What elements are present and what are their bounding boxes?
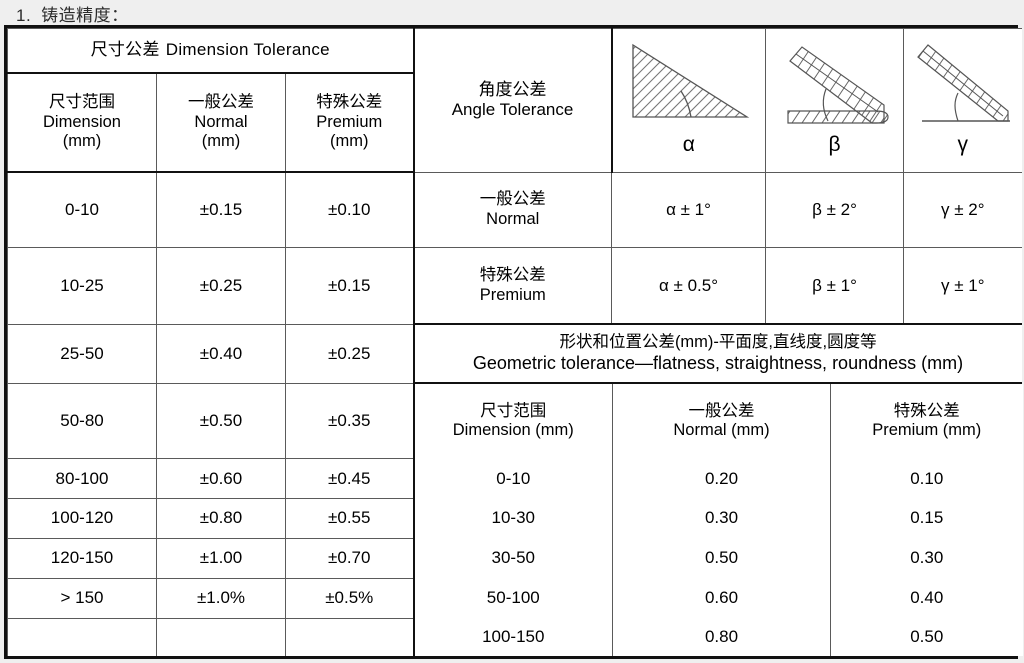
hatched-right-triangle-icon (632, 43, 750, 118)
dimension-premium: ±0.70 (284, 537, 415, 579)
geometric-col-header-dimension: 尺寸范围 Dimension (mm) (414, 384, 614, 459)
table-row: 50-80 ±0.50 ±0.35 尺寸范围 Dimension (mm) 一般… (7, 382, 1023, 460)
heading-number: 1. (16, 6, 32, 25)
angle-alpha-premium: α ± 0.5° (611, 247, 767, 326)
dimension-range (7, 617, 157, 656)
dimension-normal: ±0.60 (156, 458, 286, 500)
geometric-dimension: 0-10 (414, 458, 614, 499)
table-row: 100-120 ±0.80 ±0.55 10-30 0.30 0.15 (7, 498, 1023, 539)
dimension-premium: ±0.45 (284, 458, 415, 500)
geometric-subheader-table: 尺寸范围 Dimension (mm) 一般公差 Normal (mm) 特殊公… (414, 384, 1023, 459)
tolerance-table: 尺寸公差 Dimension Tolerance 角度公差 Angle Toler… (6, 28, 1023, 656)
hatched-bent-bar-icon (786, 46, 889, 124)
heading-text: 铸造精度： (41, 6, 129, 25)
geometric-dimension: 10-30 (414, 498, 614, 539)
dimension-normal: ±0.25 (156, 247, 286, 325)
dimension-normal: ±0.15 (156, 171, 286, 249)
dimension-premium: ±0.15 (284, 247, 415, 325)
dimension-normal: ±1.00 (156, 537, 286, 579)
geometric-row-holder: 50-100 0.60 0.40 (413, 578, 1023, 618)
geometric-premium: 0.10 (830, 458, 1023, 499)
angle-alpha-normal: α ± 1° (611, 171, 767, 249)
angle-diagram-gamma-label: γ (957, 133, 969, 156)
dimension-premium: ±0.55 (284, 498, 415, 539)
geometric-dimension: 100-150 (414, 618, 614, 656)
table-row: 10-25 ±0.25 ±0.15 特殊公差 Premium α ± 0.5° … (7, 247, 1022, 326)
angle-row-label-premium: 特殊公差 Premium (413, 247, 613, 326)
dimension-normal: ±0.80 (156, 498, 286, 539)
dimension-range: > 150 (7, 577, 157, 619)
angle-diagram-alpha-label: α (682, 133, 695, 156)
dimension-premium: ±0.10 (284, 171, 415, 249)
angle-diagram-alpha-cell: α (611, 28, 767, 173)
geometric-data-row: 50-100 0.60 0.40 (414, 578, 1023, 618)
geometric-dimension: 50-100 (414, 578, 614, 618)
dimension-normal: ±1.0% (156, 577, 286, 619)
table-row-dimension-subheader: 尺寸范围 Dimension (mm) 一般公差 Normal (mm) 特殊公… (7, 72, 1022, 173)
geometric-premium: 0.40 (830, 578, 1023, 618)
geometric-dimension: 30-50 (414, 538, 614, 579)
geometric-tolerance-title: 形状和位置公差(mm)-平面度,直线度,圆度等 Geometric tolera… (413, 323, 1022, 385)
angle-diagram-gamma-cell: γ (903, 28, 1022, 173)
table-row: 80-100 ±0.60 ±0.45 0-10 0.20 0.10 (7, 458, 1023, 500)
table-row-title: 尺寸公差 Dimension Tolerance 角度公差 Angle Toler… (6, 28, 1022, 173)
angle-gamma-normal: γ ± 2° (903, 171, 1022, 249)
geometric-col-header-normal: 一般公差 Normal (mm) (612, 384, 832, 459)
geometric-normal: 0.60 (612, 578, 832, 618)
dimension-range: 25-50 (7, 323, 157, 384)
angle-gamma-premium: γ ± 1° (903, 247, 1022, 326)
dimension-range: 50-80 (7, 382, 157, 460)
table-row: 0-10 ±0.15 ±0.10 一般公差 Normal α ± 1° β ± … (7, 171, 1022, 249)
dimension-normal (156, 617, 286, 656)
angle-beta-normal: β ± 2° (765, 171, 905, 249)
dimension-range: 80-100 (7, 458, 157, 500)
geometric-premium: 0.15 (830, 498, 1023, 539)
angle-diagram-beta-cell: β (765, 28, 905, 173)
angle-row-label-normal: 一般公差 Normal (413, 171, 613, 249)
dimension-range: 10-25 (7, 247, 157, 325)
dimension-premium: ±0.5% (284, 577, 415, 619)
geometric-data-row: 30-50 0.50 0.30 (414, 538, 1023, 579)
geometric-normal: 0.80 (612, 618, 832, 656)
table-row: > 150 ±1.0% ±0.5% 50-100 0.60 0.40 (7, 577, 1023, 619)
table-row: 25-50 ±0.40 ±0.25 形状和位置公差(mm)-平面度,直线度,圆度… (7, 323, 1022, 385)
geometric-data-row: 10-30 0.30 0.15 (414, 498, 1023, 539)
angle-diagram-beta-label: β (828, 133, 841, 156)
angle-tolerance-title: 角度公差 Angle Tolerance (412, 28, 613, 173)
geometric-subheader-holder: 尺寸范围 Dimension (mm) 一般公差 Normal (mm) 特殊公… (413, 383, 1023, 459)
geometric-premium: 0.30 (830, 538, 1023, 579)
dimension-col-header-normal: 一般公差 Normal (mm) (156, 72, 286, 173)
dimension-range: 100-120 (7, 498, 157, 539)
geometric-row-holder: 100-150 0.80 0.50 (413, 618, 1023, 656)
geometric-normal: 0.20 (612, 458, 832, 499)
dimension-premium (284, 617, 415, 656)
geometric-normal: 0.50 (612, 538, 832, 579)
dimension-range: 120-150 (7, 537, 157, 579)
dimension-tolerance-title: 尺寸公差 Dimension Tolerance (6, 28, 415, 74)
dimension-premium: ±0.25 (284, 323, 415, 384)
geometric-row-holder: 0-10 0.20 0.10 (413, 458, 1023, 499)
geometric-row-holder: 10-30 0.30 0.15 (413, 498, 1023, 539)
geometric-col-header-premium: 特殊公差 Premium (mm) (830, 384, 1023, 459)
dimension-normal: ±0.40 (156, 323, 286, 384)
table-row: 100-150 0.80 0.50 (7, 617, 1023, 656)
page-heading: 1. 铸造精度： (16, 1, 129, 26)
geometric-data-row: 0-10 0.20 0.10 (414, 458, 1023, 499)
geometric-premium: 0.50 (830, 618, 1023, 656)
dimension-premium: ±0.35 (284, 382, 415, 460)
geometric-row-holder: 30-50 0.50 0.30 (413, 538, 1023, 579)
hatched-inclined-bar-icon (916, 44, 1010, 122)
geometric-normal: 0.30 (612, 498, 832, 539)
angle-beta-premium: β ± 1° (765, 247, 905, 326)
casting-accuracy-table: 尺寸公差 Dimension Tolerance 角度公差 Angle Toler… (4, 25, 1023, 659)
dimension-col-header-premium: 特殊公差 Premium (mm) (284, 72, 415, 173)
dimension-col-header-dimension: 尺寸范围 Dimension (mm) (7, 72, 157, 173)
table-row: 120-150 ±1.00 ±0.70 30-50 0.50 0.30 (7, 537, 1023, 579)
dimension-range: 0-10 (7, 171, 157, 249)
geometric-data-row: 100-150 0.80 0.50 (414, 618, 1023, 656)
dimension-normal: ±0.50 (156, 382, 286, 460)
